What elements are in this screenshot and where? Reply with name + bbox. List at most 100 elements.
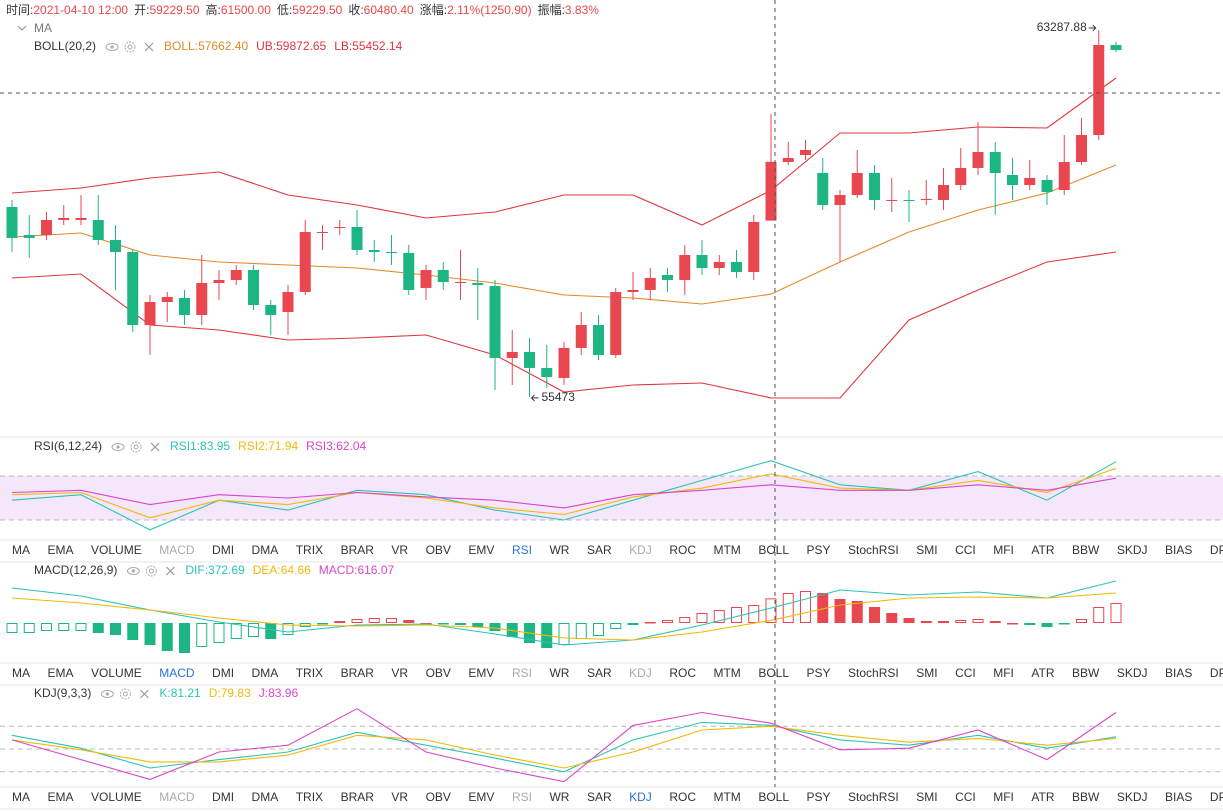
indicator-tab[interactable]: OBV xyxy=(426,790,451,804)
settings-icon[interactable] xyxy=(119,688,131,700)
settings-icon[interactable] xyxy=(124,41,136,53)
indicator-tab[interactable]: ROC xyxy=(669,666,696,680)
close-icon[interactable] xyxy=(150,442,160,452)
indicator-tab[interactable]: BOLL xyxy=(758,543,789,557)
indicator-tab[interactable]: DMA xyxy=(252,666,279,680)
indicator-tab[interactable]: DMI xyxy=(212,790,234,804)
indicator-tab[interactable]: StochRSI xyxy=(848,666,899,680)
indicator-tab[interactable]: EMV xyxy=(468,543,494,557)
indicator-tab[interactable]: OBV xyxy=(426,666,451,680)
indicator-tab[interactable]: DPO xyxy=(1210,543,1223,557)
indicator-tab[interactable]: KDJ xyxy=(629,790,652,804)
close-icon[interactable] xyxy=(139,689,149,699)
indicator-tab[interactable]: MFI xyxy=(993,790,1014,804)
indicator-tab[interactable]: WR xyxy=(549,790,569,804)
indicator-tab[interactable]: DPO xyxy=(1210,666,1223,680)
indicator-tab[interactable]: EMA xyxy=(48,790,74,804)
indicator-tab[interactable]: EMA xyxy=(48,543,74,557)
header-label: 开: xyxy=(134,3,149,17)
indicator-tab[interactable]: CCI xyxy=(955,666,976,680)
indicator-tab[interactable]: MACD xyxy=(159,543,195,557)
visibility-icon[interactable] xyxy=(111,443,125,451)
indicator-tab[interactable]: SAR xyxy=(587,666,612,680)
indicator-tab[interactable]: MA xyxy=(12,666,30,680)
indicator-tab[interactable]: StochRSI xyxy=(848,790,899,804)
indicator-tab[interactable]: PSY xyxy=(807,666,831,680)
indicator-tab[interactable]: BBW xyxy=(1072,666,1100,680)
indicator-tab[interactable]: VR xyxy=(391,790,408,804)
indicator-tab[interactable]: CCI xyxy=(955,790,976,804)
indicator-tab[interactable]: WR xyxy=(549,666,569,680)
indicator-tab[interactable]: BRAR xyxy=(341,543,375,557)
indicator-tab[interactable]: MFI xyxy=(993,666,1014,680)
indicator-tab[interactable]: SAR xyxy=(587,543,612,557)
indicator-tab[interactable]: WR xyxy=(549,543,569,557)
indicator-tab[interactable]: SAR xyxy=(587,790,612,804)
indicator-tab[interactable]: MTM xyxy=(713,790,740,804)
settings-icon[interactable] xyxy=(145,565,157,577)
indicator-tab[interactable]: BOLL xyxy=(758,790,789,804)
indicator-tab[interactable]: BBW xyxy=(1072,790,1100,804)
indicator-tab[interactable]: BIAS xyxy=(1165,666,1192,680)
indicator-tab[interactable]: VOLUME xyxy=(91,790,142,804)
indicator-tab[interactable]: SMI xyxy=(916,543,937,557)
indicator-tab[interactable]: DMA xyxy=(252,543,279,557)
macd-bar xyxy=(972,619,984,623)
indicator-tab[interactable]: MTM xyxy=(713,666,740,680)
indicator-tab[interactable]: DMI xyxy=(212,543,234,557)
indicator-tab[interactable]: RSI xyxy=(512,543,532,557)
visibility-icon[interactable] xyxy=(126,567,140,575)
indicator-tab[interactable]: OBV xyxy=(426,543,451,557)
indicator-tab[interactable]: MA xyxy=(12,790,30,804)
indicator-tab[interactable]: RSI xyxy=(512,790,532,804)
indicator-tab[interactable]: ATR xyxy=(1031,543,1054,557)
indicator-tab[interactable]: TRIX xyxy=(296,790,323,804)
indicator-tab[interactable]: BIAS xyxy=(1165,543,1192,557)
indicator-tab[interactable]: BIAS xyxy=(1165,790,1192,804)
indicator-tab[interactable]: EMV xyxy=(468,666,494,680)
indicator-tab[interactable]: CCI xyxy=(955,543,976,557)
indicator-tab[interactable]: SMI xyxy=(916,790,937,804)
indicator-tab[interactable]: VOLUME xyxy=(91,543,142,557)
settings-icon[interactable] xyxy=(130,441,142,453)
close-icon[interactable] xyxy=(144,42,154,52)
indicator-tab[interactable]: VR xyxy=(391,666,408,680)
indicator-tab[interactable]: TRIX xyxy=(296,543,323,557)
indicator-tab[interactable]: BOLL xyxy=(758,666,789,680)
indicator-tab[interactable]: PSY xyxy=(807,790,831,804)
indicator-tab[interactable]: PSY xyxy=(807,543,831,557)
indicator-tab[interactable]: VR xyxy=(391,543,408,557)
indicator-tab[interactable]: ROC xyxy=(669,543,696,557)
indicator-tab[interactable]: TRIX xyxy=(296,666,323,680)
indicator-tab[interactable]: DMA xyxy=(252,790,279,804)
indicator-tab[interactable]: KDJ xyxy=(629,543,652,557)
indicator-tab[interactable]: SKDJ xyxy=(1117,790,1148,804)
indicator-tab[interactable]: BRAR xyxy=(341,790,375,804)
indicator-tab[interactable]: DPO xyxy=(1210,790,1223,804)
indicator-tab[interactable]: KDJ xyxy=(629,666,652,680)
indicator-tab[interactable]: StochRSI xyxy=(848,543,899,557)
indicator-tab[interactable]: MACD xyxy=(159,790,195,804)
indicator-tab[interactable]: MFI xyxy=(993,543,1014,557)
indicator-tab[interactable]: SKDJ xyxy=(1117,543,1148,557)
indicator-tab[interactable]: ROC xyxy=(669,790,696,804)
visibility-icon[interactable] xyxy=(105,43,119,51)
indicator-tab[interactable]: RSI xyxy=(512,666,532,680)
indicator-tab[interactable]: MACD xyxy=(159,666,195,680)
indicator-tab[interactable]: BBW xyxy=(1072,543,1100,557)
indicator-tab[interactable]: ATR xyxy=(1031,666,1054,680)
indicator-tab[interactable]: SMI xyxy=(916,666,937,680)
indicator-tab[interactable]: DMI xyxy=(212,666,234,680)
indicator-tab[interactable]: BRAR xyxy=(341,666,375,680)
visibility-icon[interactable] xyxy=(100,690,114,698)
collapse-icon[interactable] xyxy=(17,25,27,31)
indicator-tab[interactable]: VOLUME xyxy=(91,666,142,680)
indicator-tab[interactable]: SKDJ xyxy=(1117,666,1148,680)
close-icon[interactable] xyxy=(165,566,175,576)
indicator-tab[interactable]: MA xyxy=(12,543,30,557)
indicator-tab[interactable]: EMA xyxy=(48,666,74,680)
indicator-tab[interactable]: ATR xyxy=(1031,790,1054,804)
indicator-tab[interactable]: MTM xyxy=(713,543,740,557)
eye-shape xyxy=(100,690,114,698)
indicator-tab[interactable]: EMV xyxy=(468,790,494,804)
